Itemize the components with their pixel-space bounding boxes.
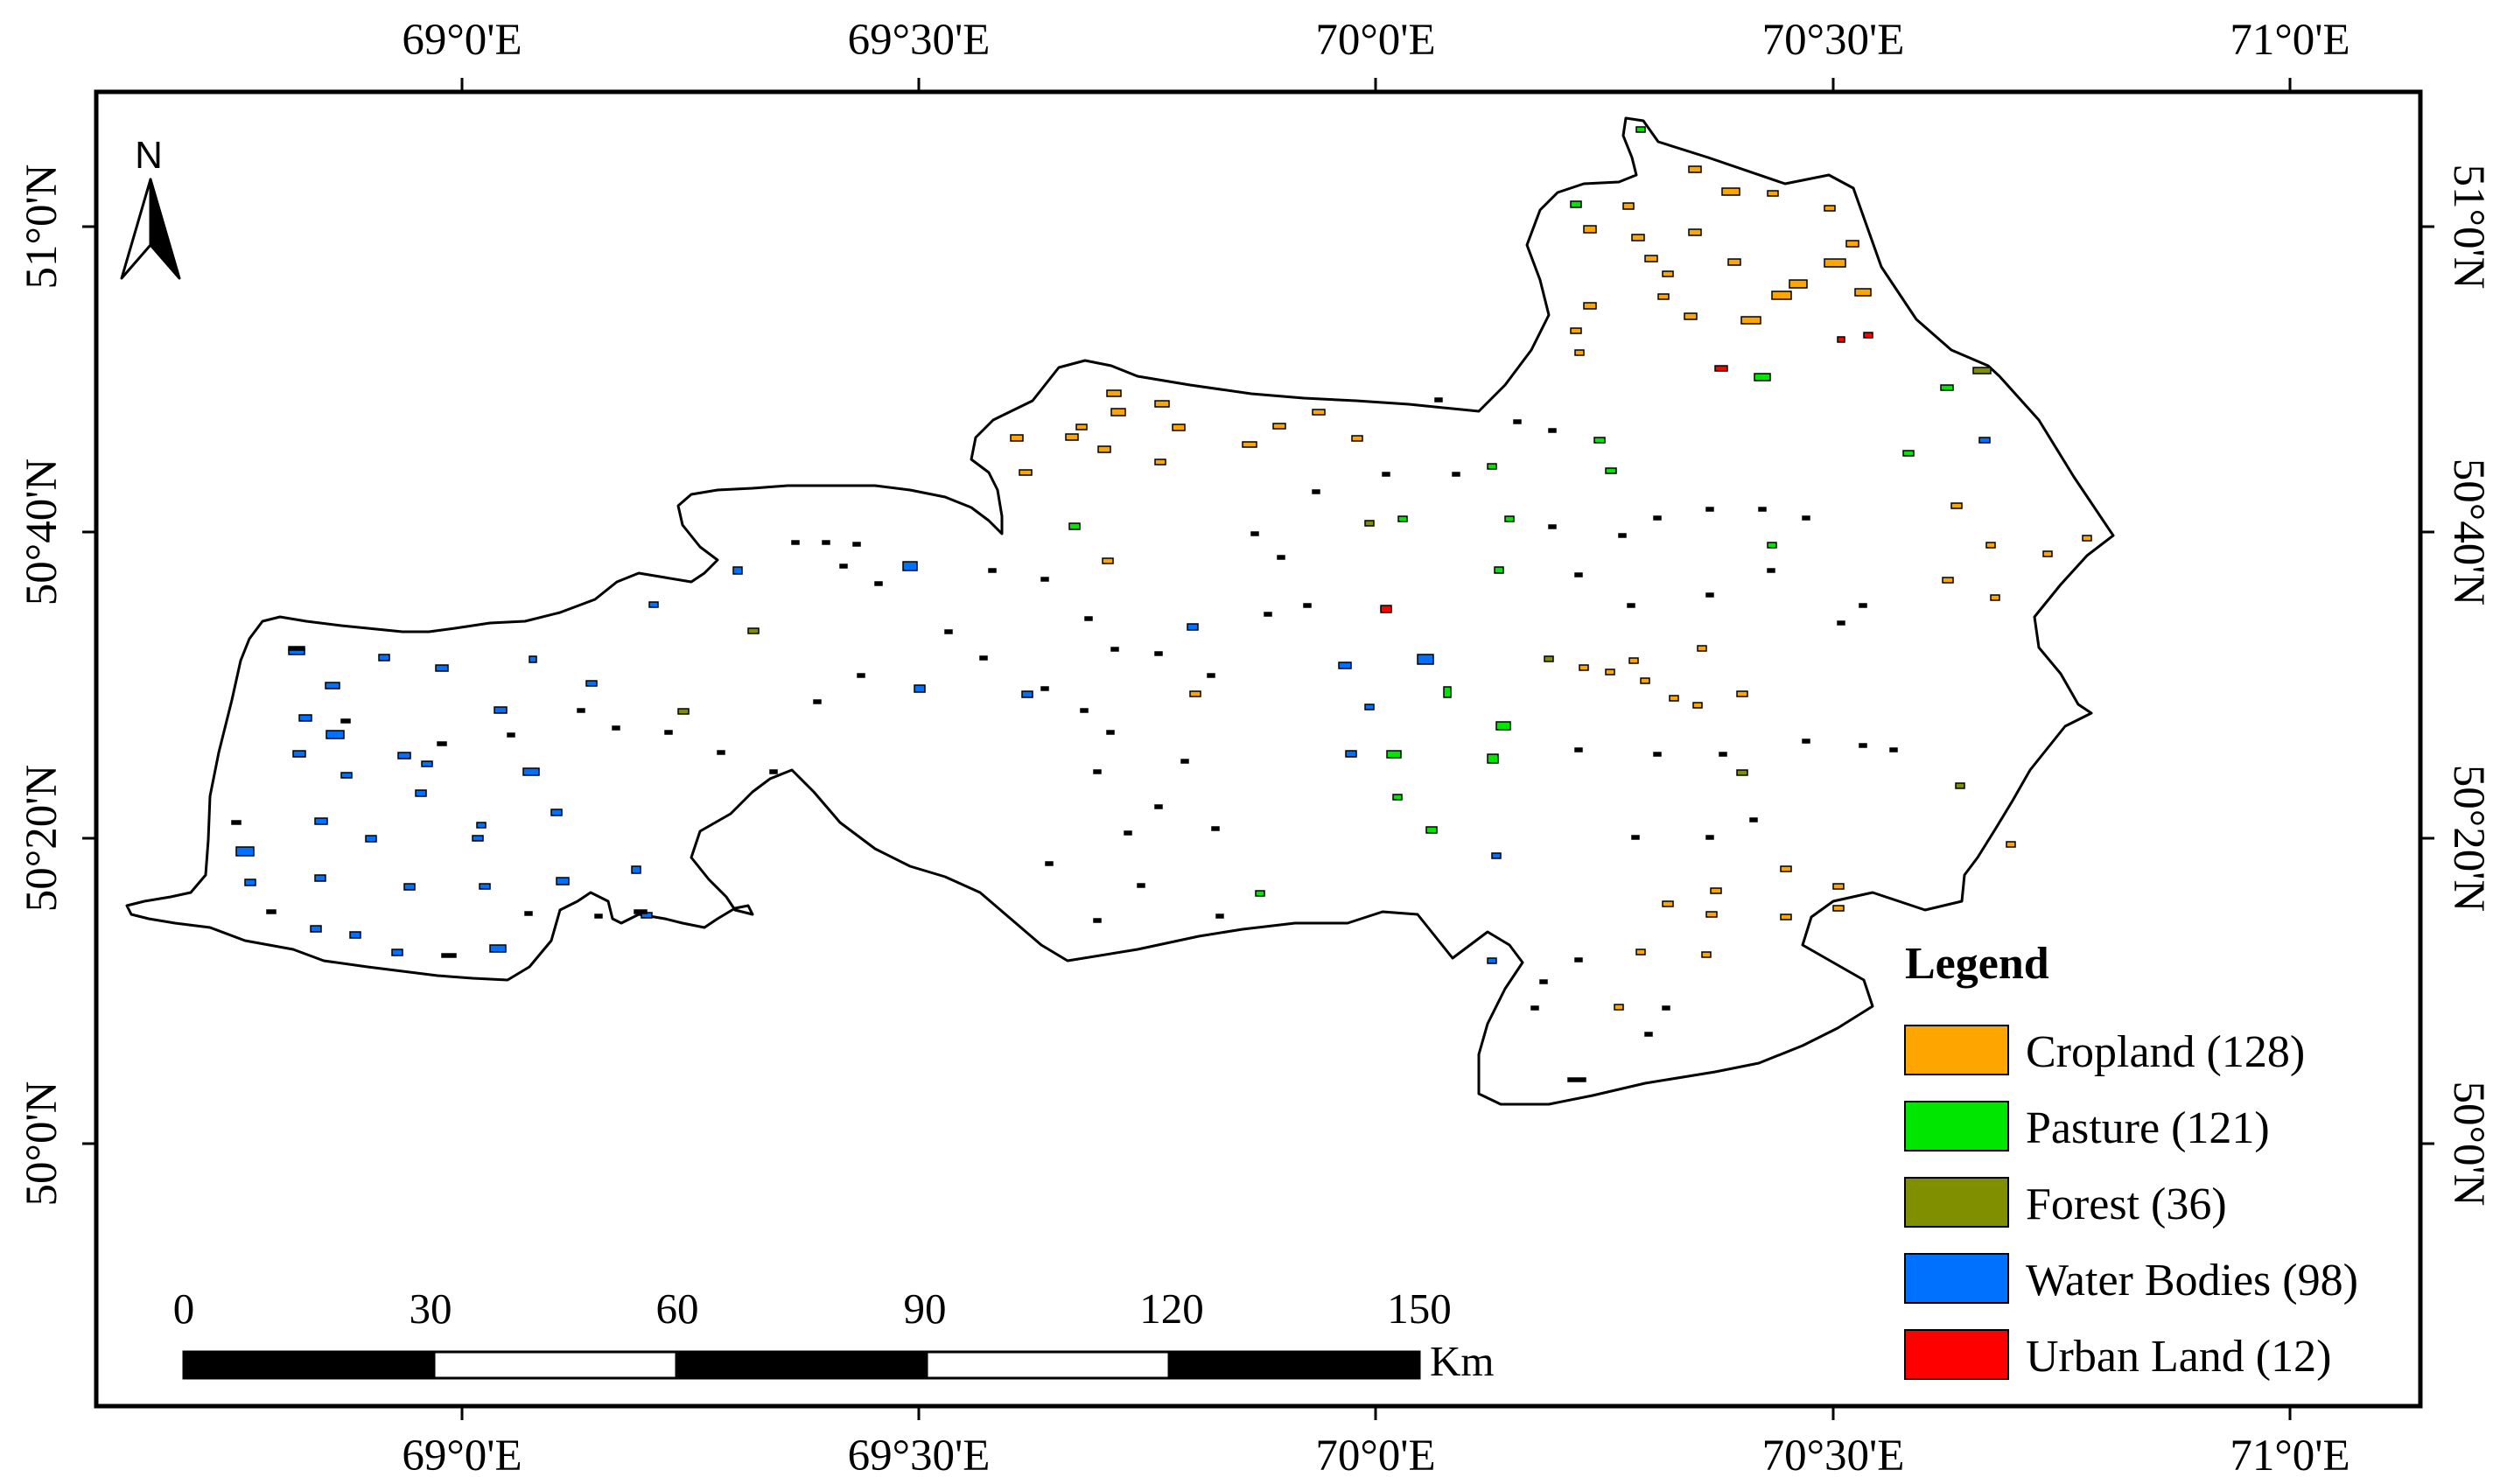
lon-label-bottom: 70°30'E xyxy=(1762,1432,1905,1480)
legend: Legend Cropland (128) Pasture (121) Fore… xyxy=(1904,939,2358,1382)
legend-item-water-bodies: Water Bodies (98) xyxy=(1904,1253,2358,1306)
lat-label-right: 50°20'N xyxy=(2444,765,2493,912)
legend-label: Cropland (128) xyxy=(2026,1027,2305,1077)
north-arrow-icon: N xyxy=(120,134,181,280)
lon-label-top: 70°0'E xyxy=(1315,16,1435,65)
legend-item-urban-land: Urban Land (12) xyxy=(1904,1329,2331,1382)
lon-label-top: 69°0'E xyxy=(402,16,522,65)
scale-label: 30 xyxy=(410,1284,452,1333)
lat-label-left: 50°0'N xyxy=(18,1082,67,1207)
legend-title: Legend xyxy=(1905,939,2049,989)
lon-label-bottom: 69°0'E xyxy=(402,1432,522,1480)
lon-label-top: 69°30'E xyxy=(848,16,991,65)
sample-plots xyxy=(231,126,2092,1082)
legend-label: Water Bodies (98) xyxy=(2026,1256,2358,1306)
right-latitude-labels: 51°0'N 50°40'N 50°20'N 50°0'N xyxy=(2444,164,2493,1207)
scale-unit: Km xyxy=(1430,1337,1495,1385)
lat-label-right: 50°40'N xyxy=(2444,458,2493,606)
map-frame xyxy=(94,89,2423,1409)
scale-label: 60 xyxy=(656,1284,699,1333)
legend-label: Urban Land (12) xyxy=(2026,1332,2331,1382)
left-latitude-labels: 51°0'N 50°40'N 50°20'N 50°0'N xyxy=(18,164,67,1207)
scale-label: 90 xyxy=(904,1284,947,1333)
legend-item-cropland: Cropland (128) xyxy=(1904,1025,2305,1077)
legend-swatch xyxy=(1904,1253,2009,1304)
top-longitude-labels: 69°0'E 69°30'E 70°0'E 70°30'E 71°0'E xyxy=(402,16,2349,65)
legend-item-forest: Forest (36) xyxy=(1904,1177,2227,1229)
scale-label: 150 xyxy=(1387,1284,1452,1333)
legend-swatch xyxy=(1904,1329,2009,1380)
lat-label-left: 50°20'N xyxy=(18,765,67,912)
graticule-ticks xyxy=(82,78,2434,1420)
lon-label-top: 70°30'E xyxy=(1762,16,1905,65)
legend-label: Forest (36) xyxy=(2026,1180,2227,1229)
scale-label: 0 xyxy=(173,1284,195,1333)
lon-label-bottom: 70°0'E xyxy=(1315,1432,1435,1480)
scale-label: 120 xyxy=(1139,1284,1204,1333)
lat-label-right: 51°0'N xyxy=(2444,164,2493,290)
legend-swatch xyxy=(1904,1177,2009,1228)
legend-item-pasture: Pasture (121) xyxy=(1904,1101,2270,1153)
lat-label-right: 50°0'N xyxy=(2444,1082,2493,1207)
legend-swatch xyxy=(1904,1025,2009,1075)
study-area-boundary xyxy=(125,116,2115,1106)
lon-label-bottom: 71°0'E xyxy=(2230,1432,2349,1480)
legend-label: Pasture (121) xyxy=(2026,1103,2270,1153)
scale-bar: 0 30 60 90 120 150 Km xyxy=(173,1284,1495,1385)
lon-label-top: 71°0'E xyxy=(2230,16,2349,65)
legend-swatch xyxy=(1904,1101,2009,1152)
lat-label-left: 51°0'N xyxy=(18,164,67,290)
bottom-longitude-labels: 69°0'E 69°30'E 70°0'E 70°30'E 71°0'E xyxy=(402,1432,2349,1480)
lon-label-bottom: 69°30'E xyxy=(848,1432,991,1480)
north-arrow-label: N xyxy=(135,134,163,177)
lat-label-left: 50°40'N xyxy=(18,458,67,606)
